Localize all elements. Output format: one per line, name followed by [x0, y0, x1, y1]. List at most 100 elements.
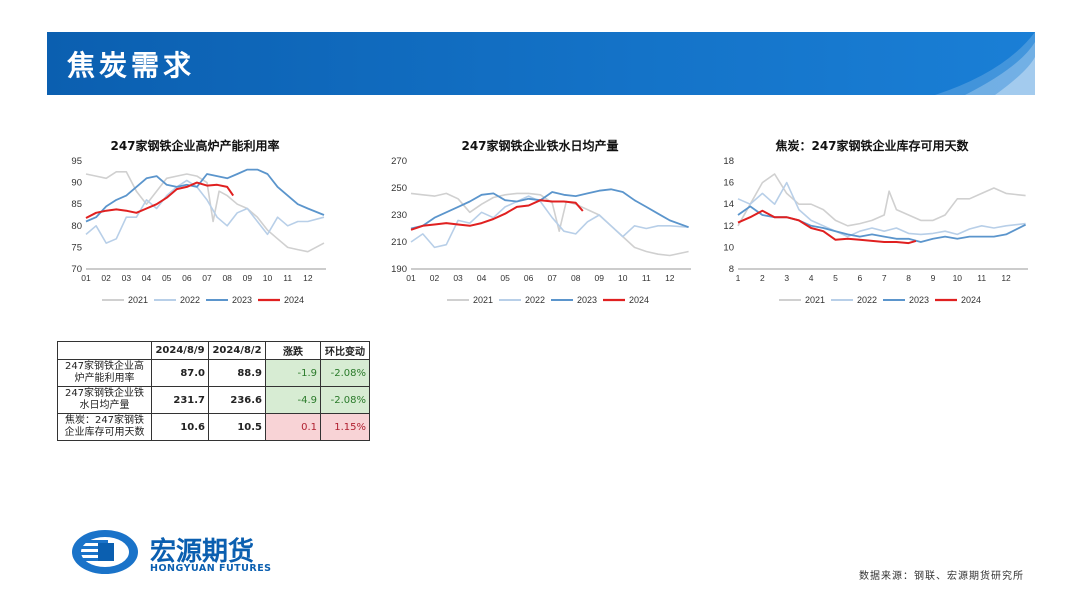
- y-tick-label: 16: [723, 178, 734, 189]
- x-tick-label: 1: [736, 273, 741, 283]
- x-tick-label: 10: [953, 273, 963, 283]
- y-tick-label: 250: [391, 183, 407, 194]
- legend-label: 2021: [805, 295, 825, 305]
- x-tick-label: 04: [142, 273, 152, 283]
- x-tick-label: 10: [618, 273, 628, 283]
- legend-label: 2023: [909, 295, 929, 305]
- line-chart-plot: 190 210 230 250 270 01 02 03 04 05 06 07 08 09 10 11 12 2…: [391, 157, 691, 305]
- change-value: 0.1: [265, 413, 321, 441]
- logo-chinese-name: 宏源期货: [150, 537, 255, 567]
- x-tick-label: 11: [642, 273, 651, 283]
- y-tick-label: 70: [71, 264, 82, 275]
- row-label: 247家钢铁企业高炉产能利用率: [57, 359, 152, 387]
- value-previous: 10.5: [208, 413, 266, 441]
- table-header-row: 2024/8/9 2024/8/2 涨跌 环比变动: [57, 341, 370, 360]
- x-tick-label: 11: [977, 273, 986, 283]
- y-tick-label: 90: [71, 178, 82, 189]
- value-current: 231.7: [151, 386, 209, 414]
- summary-table: 2024/8/9 2024/8/2 涨跌 环比变动 247家钢铁企业高炉产能利用…: [57, 341, 370, 441]
- y-tick-label: 85: [71, 199, 82, 210]
- series-line-2024: [85, 181, 235, 219]
- y-tick-label: 8: [729, 264, 734, 275]
- table-header-cell: [57, 341, 152, 360]
- chart-coke-inventory-days: 焦炭：247家钢铁企业库存可用天数 8 10 12 14 16 18 1 2 3 4 5 6 7 8 9 10…: [712, 135, 1032, 315]
- series-line-2023: [410, 188, 689, 230]
- series-line-2023: [85, 168, 325, 223]
- x-tick-label: 05: [500, 273, 510, 283]
- row-label: 247家钢铁企业铁水日均产量: [57, 386, 152, 414]
- x-tick-label: 02: [430, 273, 440, 283]
- table-header-cell: 2024/8/2: [208, 341, 266, 360]
- y-tick-label: 14: [723, 199, 734, 210]
- value-previous: 88.9: [208, 359, 266, 387]
- y-tick-label: 10: [723, 242, 734, 253]
- value-current: 10.6: [151, 413, 209, 441]
- legend-label: 2023: [232, 295, 252, 305]
- line-chart-plot: 70 75 80 85 90 95 01 02 03 04 05 06 07 08 09 10 11 12 2021…: [71, 157, 326, 305]
- legend-label: 2022: [180, 295, 200, 305]
- x-tick-label: 06: [182, 273, 192, 283]
- legend-label: 2021: [128, 295, 148, 305]
- x-tick-label: 02: [101, 273, 111, 283]
- x-tick-label: 04: [477, 273, 487, 283]
- y-tick-label: 80: [71, 221, 82, 232]
- x-tick-label: 8: [906, 273, 911, 283]
- x-tick-label: 12: [665, 273, 675, 283]
- change-percent: -2.08%: [320, 386, 370, 414]
- y-tick-label: 18: [723, 157, 734, 167]
- series-line-2022: [85, 179, 325, 244]
- x-tick-label: 09: [243, 273, 253, 283]
- x-tick-label: 03: [453, 273, 463, 283]
- banner-stripes-decoration: [935, 32, 1035, 95]
- x-tick-label: 05: [162, 273, 172, 283]
- legend-label: 2024: [961, 295, 981, 305]
- x-tick-label: 06: [524, 273, 534, 283]
- x-tick-label: 9: [931, 273, 936, 283]
- x-tick-label: 5: [833, 273, 838, 283]
- x-tick-label: 12: [1001, 273, 1011, 283]
- y-tick-label: 95: [71, 157, 82, 167]
- logo-mark-icon: [72, 530, 138, 574]
- chart-title: 247家钢铁企业高炉产能利用率: [110, 139, 280, 153]
- x-tick-label: 2: [760, 273, 765, 283]
- x-tick-label: 01: [81, 273, 91, 283]
- series-line-2021: [737, 173, 1026, 227]
- x-tick-label: 10: [263, 273, 273, 283]
- x-tick-label: 07: [547, 273, 557, 283]
- series-line-2024: [737, 209, 917, 245]
- logo-english-name: HONGYUAN FUTURES: [150, 563, 272, 574]
- table-header-cell: 涨跌: [265, 341, 321, 360]
- value-previous: 236.6: [208, 386, 266, 414]
- y-tick-label: 75: [71, 242, 82, 253]
- y-tick-label: 210: [391, 237, 407, 248]
- x-tick-label: 09: [595, 273, 605, 283]
- x-tick-label: 6: [857, 273, 862, 283]
- x-tick-label: 7: [882, 273, 887, 283]
- x-tick-label: 12: [303, 273, 313, 283]
- y-tick-label: 190: [391, 264, 407, 275]
- legend-label: 2024: [629, 295, 649, 305]
- series-line-2022: [410, 195, 689, 249]
- series-line-2024: [410, 199, 584, 231]
- title-banner: 焦炭需求: [47, 32, 1035, 95]
- y-tick-label: 270: [391, 157, 407, 167]
- legend-label: 2021: [473, 295, 493, 305]
- y-tick-label: 12: [723, 221, 734, 232]
- table-row: 247家钢铁企业铁水日均产量 231.7 236.6 -4.9 -2.08%: [57, 386, 370, 414]
- x-tick-label: 08: [222, 273, 232, 283]
- x-tick-label: 01: [406, 273, 416, 283]
- series-line-2021: [410, 192, 689, 257]
- data-source-note: 数据来源：钢联、宏源期货研究所: [859, 571, 1024, 582]
- legend-label: 2022: [525, 295, 545, 305]
- y-tick-label: 230: [391, 210, 407, 221]
- value-current: 87.0: [151, 359, 209, 387]
- change-value: -4.9: [265, 386, 321, 414]
- x-tick-label: 08: [571, 273, 581, 283]
- legend-label: 2023: [577, 295, 597, 305]
- table-row: 247家钢铁企业高炉产能利用率 87.0 88.9 -1.9 -2.08%: [57, 359, 370, 387]
- x-tick-label: 11: [283, 273, 292, 283]
- x-tick-label: 3: [784, 273, 789, 283]
- x-tick-label: 4: [809, 273, 814, 283]
- chart-title: 247家钢铁企业铁水日均产量: [461, 139, 619, 153]
- table-header-cell: 2024/8/9: [151, 341, 209, 360]
